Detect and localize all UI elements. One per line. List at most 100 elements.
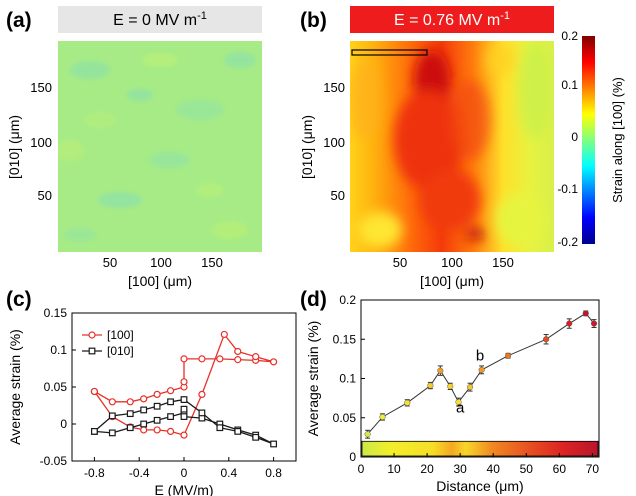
legend-marker-c-1 [88, 347, 96, 355]
line-chart-d: 0 10 20 30 40 50 60 70 0 0.05 0.1 0.15 0.2 Distance (… [305, 293, 600, 494]
data-point-c-1 [252, 433, 260, 441]
panel-c-label: (c) [6, 288, 32, 311]
data-point-c-1 [126, 410, 134, 418]
y-tick-label-d: 0.05 [333, 411, 357, 425]
data-point-c-1 [140, 420, 148, 428]
plot-frame-d [360, 299, 600, 458]
data-point-c-0 [140, 426, 148, 434]
data-point-d [427, 382, 434, 389]
x-tick-label-c: 0.4 [220, 466, 237, 480]
annotation-d-a: a [456, 399, 465, 416]
panel-a-xlabel: [100] (μm) [128, 273, 192, 289]
panel-a-ylabel: [010] (μm) [6, 115, 22, 179]
data-point-d [582, 310, 589, 317]
data-point-c-0 [166, 387, 175, 395]
data-point-c-1 [140, 406, 148, 414]
svg-text:50: 50 [331, 188, 345, 203]
panel-d-label: (d) [300, 288, 327, 311]
svg-text:150: 150 [323, 80, 345, 95]
data-point-c-0 [198, 390, 206, 398]
data-point-c-1 [108, 412, 116, 420]
data-point-c-0 [180, 378, 188, 386]
svg-text:100: 100 [150, 255, 172, 270]
panel-a-yticks: 150 100 50 [30, 80, 52, 203]
strain-strip [361, 440, 599, 457]
data-point-c-0 [108, 398, 116, 406]
data-point-c-1 [126, 424, 134, 432]
y-tick-label-c: 0.05 [44, 380, 68, 394]
x-tick-label-d: 60 [553, 462, 567, 476]
y-tick-label-c: 0 [60, 417, 67, 431]
heatmap-a [58, 41, 262, 252]
svg-text:0: 0 [571, 130, 578, 144]
svg-text:100: 100 [323, 135, 345, 150]
y-tick-label-c: -0.05 [40, 454, 68, 468]
data-point-d [364, 431, 371, 438]
data-point-c-0 [180, 431, 188, 439]
data-point-d [467, 384, 474, 391]
legend-label-c-1: [010] [107, 344, 134, 358]
svg-text:150: 150 [201, 255, 223, 270]
svg-text:150: 150 [30, 80, 52, 95]
x-tick-label-d: 40 [487, 462, 501, 476]
x-tick-label-c: -0.4 [129, 466, 150, 480]
data-point-c-0 [234, 347, 242, 356]
data-point-c-1 [180, 405, 188, 413]
data-point-c-1 [153, 416, 161, 424]
panel-a-banner [58, 6, 262, 33]
data-point-c-0 [252, 353, 260, 361]
data-point-c-0 [166, 427, 175, 435]
data-point-c-0 [198, 355, 206, 363]
data-point-d [566, 320, 573, 327]
panel-b-label: (b) [300, 9, 327, 32]
svg-text:50: 50 [393, 255, 407, 270]
data-point-c-0 [234, 356, 242, 364]
y-axis-label-c: Average strain (%) [7, 329, 23, 445]
svg-text:100: 100 [30, 135, 52, 150]
y-tick-label-d: 0.15 [333, 332, 357, 346]
x-axis-label-c: E (MV/m) [154, 482, 213, 496]
y-axis-label-d: Average strain (%) [305, 321, 321, 437]
data-point-c-0 [126, 398, 134, 406]
data-point-d [455, 399, 462, 406]
x-tick-label-d: 30 [453, 462, 467, 476]
svg-text:50: 50 [38, 188, 52, 203]
heatmap-b [350, 41, 554, 252]
data-point-d [437, 367, 444, 374]
y-tick-label-d: 0 [349, 450, 356, 464]
data-point-c-1 [167, 413, 174, 420]
panel-b-yticks: 150 100 50 [323, 80, 345, 203]
data-point-c-0 [153, 390, 161, 398]
x-tick-label-d: 50 [520, 462, 534, 476]
data-point-c-1 [167, 398, 174, 406]
svg-text:100: 100 [441, 255, 463, 270]
x-tick-label-c: 0.8 [265, 466, 282, 480]
svg-text:0.2: 0.2 [561, 29, 578, 43]
panel-b-xticks: 50 100 150 [393, 255, 514, 270]
y-tick-label-d: 0.1 [339, 372, 356, 386]
panel-a-xticks: 50 100 150 [103, 255, 223, 270]
y-tick-label-c: 0.15 [44, 306, 68, 320]
data-point-d [590, 320, 598, 327]
panel-b-banner-text: E = 0.76 MV m-1 [394, 10, 510, 29]
colorbar [582, 36, 595, 244]
svg-text:0.1: 0.1 [561, 78, 578, 92]
data-point-c-1 [198, 409, 206, 417]
data-point-c-1 [216, 424, 224, 432]
data-point-c-1 [108, 429, 116, 437]
svg-text:-0.2: -0.2 [557, 235, 578, 249]
x-tick-label-d: 20 [420, 462, 434, 476]
x-tick-label-c: -0.8 [84, 466, 105, 480]
colorbar-ticks: 0.2 0.1 0 -0.1 -0.2 [557, 29, 578, 249]
data-point-d [478, 366, 485, 373]
data-point-c-0 [153, 426, 161, 434]
line-chart-c: -0.8 -0.4 0 0.4 0.8 -0.05 0 0.05 0.1 0.15 E (MV/m)… [7, 306, 297, 496]
x-axis-label-d: Distance (μm) [436, 478, 523, 494]
svg-text:150: 150 [492, 255, 514, 270]
y-tick-label-d: 0.2 [339, 293, 356, 307]
panel-b-xlabel: [100] (μm) [420, 273, 484, 289]
panel-b-region-box [351, 49, 428, 56]
data-point-d [543, 336, 550, 343]
svg-text:-0.1: -0.1 [557, 182, 578, 196]
data-point-c-1 [180, 413, 188, 420]
